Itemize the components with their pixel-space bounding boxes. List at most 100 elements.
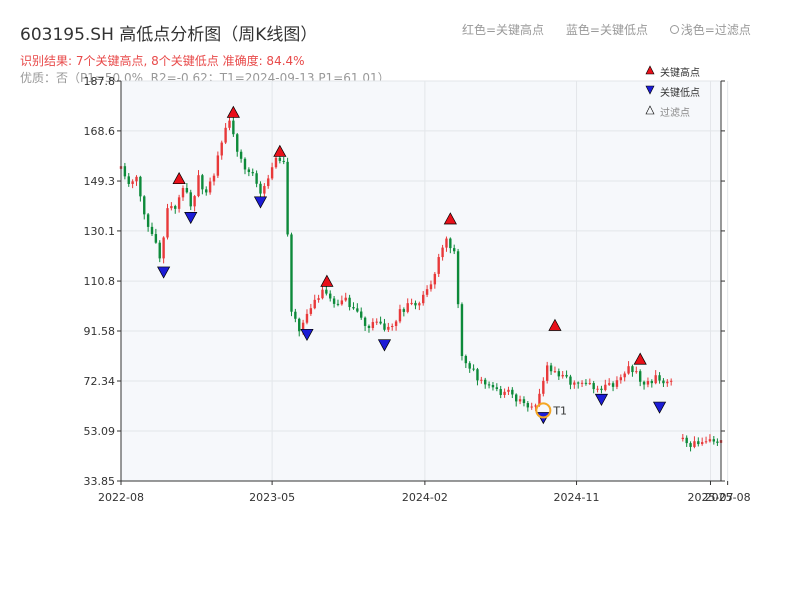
legend-filtered-icon xyxy=(645,105,655,115)
candle-body xyxy=(177,197,181,209)
candle-body xyxy=(615,380,619,387)
candle-body xyxy=(693,441,696,447)
candle-body xyxy=(356,308,359,312)
candle-body xyxy=(464,355,468,364)
candle-body xyxy=(309,308,313,314)
candle-body xyxy=(476,369,479,381)
candle-body xyxy=(313,299,316,309)
candle-body xyxy=(263,186,266,194)
candle-body xyxy=(604,384,607,391)
candle-body xyxy=(526,403,530,408)
candle-body xyxy=(576,382,580,384)
key-high-marker xyxy=(226,105,240,118)
candle-body xyxy=(193,196,196,207)
legend-blue-text: 蓝色=关键低点 xyxy=(565,23,648,37)
key-high-marker xyxy=(320,274,334,287)
candle-body xyxy=(654,375,657,384)
candle-body xyxy=(123,166,127,177)
candle-body xyxy=(267,178,270,187)
candle-body xyxy=(708,439,712,442)
candle-body xyxy=(185,188,189,193)
candle-body xyxy=(600,388,603,391)
candle-body xyxy=(418,303,421,306)
candle-body xyxy=(212,175,216,182)
candle-body xyxy=(174,206,177,209)
grid-lines xyxy=(120,80,729,482)
candle-body xyxy=(243,158,247,170)
candle-body xyxy=(363,317,367,326)
candle-body xyxy=(422,294,425,304)
x-tick-label: 2024-11 xyxy=(554,491,600,504)
candle-body xyxy=(239,151,243,159)
candle-body xyxy=(139,176,142,197)
candle-body xyxy=(499,389,502,395)
candle-body xyxy=(150,226,154,235)
candle-body xyxy=(491,385,495,388)
candle-body xyxy=(340,300,344,305)
candle-body xyxy=(685,437,688,444)
candle-body xyxy=(290,234,293,312)
x-tick-label: 2022-08 xyxy=(98,491,144,504)
candle-body xyxy=(704,441,708,443)
candle-body xyxy=(247,169,251,173)
candle-body xyxy=(375,321,378,323)
candle-body xyxy=(197,175,200,197)
candle-body xyxy=(325,289,328,294)
candle-body xyxy=(445,238,448,248)
candle-body xyxy=(433,273,437,285)
legend-low-icon xyxy=(645,85,655,95)
candle-body xyxy=(367,325,371,328)
key-high-marker xyxy=(633,352,647,365)
y-tick-label: 110.8 xyxy=(84,275,116,288)
candle-body xyxy=(561,374,564,377)
candle-body xyxy=(414,302,417,306)
candle-body xyxy=(305,313,309,323)
candle-body xyxy=(332,298,336,304)
candle-body xyxy=(700,442,704,445)
candle-body xyxy=(278,157,282,161)
candle-body xyxy=(344,297,347,301)
candle-body xyxy=(255,173,258,184)
candle-body xyxy=(530,406,533,408)
candle-body xyxy=(232,120,235,135)
t1-circle xyxy=(535,402,552,419)
candle-body xyxy=(236,134,239,152)
key-low-marker xyxy=(377,339,392,352)
candle-body xyxy=(627,366,630,374)
candle-body xyxy=(336,303,340,305)
candle-body xyxy=(371,322,375,328)
candle-body xyxy=(623,373,626,378)
result-summary: 识别结果: 7个关键高点, 8个关键低点 准确度: 84.4% xyxy=(20,54,305,68)
candle-body xyxy=(166,208,169,238)
candle-body xyxy=(631,366,634,373)
candle-body xyxy=(158,242,161,259)
y-tick-label: 130.1 xyxy=(84,225,116,238)
candle-body xyxy=(441,247,444,258)
candle-body xyxy=(437,257,440,274)
x-tick-label: 2023-05 xyxy=(249,491,295,504)
y-tick-label: 53.09 xyxy=(84,425,116,438)
candle-body xyxy=(487,384,491,386)
legend-low-label: 关键低点 xyxy=(660,86,700,99)
key-high-marker xyxy=(548,318,562,331)
candle-body xyxy=(635,371,638,373)
candle-body xyxy=(484,379,487,385)
candle-body xyxy=(642,381,646,385)
y-tick-label: 72.34 xyxy=(84,375,116,388)
candle-body xyxy=(379,321,382,324)
y-tick-label: 168.6 xyxy=(84,125,116,138)
key-high-marker xyxy=(443,212,457,225)
key-low-marker xyxy=(652,401,667,414)
candle-body xyxy=(453,248,456,252)
candle-body xyxy=(286,161,289,235)
candle-body xyxy=(534,405,537,407)
candle-body xyxy=(391,325,394,327)
candle-body xyxy=(549,365,553,372)
candle-body xyxy=(317,298,320,300)
candles xyxy=(119,116,723,452)
candle-body xyxy=(205,189,208,193)
candle-body xyxy=(557,371,561,377)
candle-body xyxy=(131,181,134,184)
